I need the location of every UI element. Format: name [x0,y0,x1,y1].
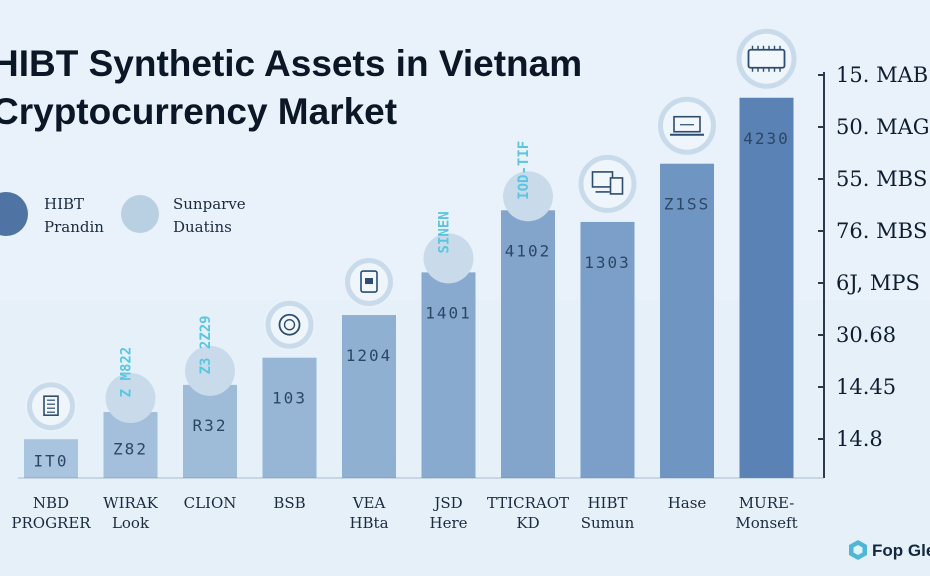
y-tick-label: 14.8 [836,427,883,451]
legend: HIBT Prandin Sunparve Duatins [0,192,246,236]
bar-label: 1204 [346,346,393,365]
category-label-line-2: PROGRER [11,514,91,532]
bar-group: Z1SS [656,94,718,478]
legend-label-hibt-line-1: HIBT [44,195,84,213]
y-tick-label: 76. MBS [836,219,927,243]
bar-group: Z M822 Z82 [103,347,158,478]
bar-label: Z1SS [664,195,711,214]
coin-icon [278,313,301,336]
chip-icon [747,45,786,72]
bar [262,357,317,478]
category-label-line-2: Monseft [735,514,797,532]
bar-group: Z3 2Z29 R32 [183,315,237,478]
bar-label: 4102 [505,241,552,260]
bar-label: Z82 [113,439,148,458]
y-axis-ticks: 15. MABS 50. MAGS 55. MBS 76. MBS 6J, MPS 30.… [818,63,930,451]
bar [580,221,635,479]
y-tick-label: 55. MBS [836,167,927,191]
label-bubble [185,345,235,396]
bar-group: 4230 [734,26,799,478]
category-label-line-1: Hase [668,494,707,512]
brand-logo: Fop Gle [849,540,930,560]
category-label-line-1: HIBT [587,494,627,512]
category-label-line-2: HBta [349,514,388,532]
bar-label: 1401 [425,303,472,322]
y-axis: 15. MABS 50. MAGS 55. MBS 76. MBS 6J, MPS 30.… [818,63,930,478]
bar-label: 4230 [743,129,790,148]
document-icon [43,395,59,417]
y-tick-label: 6J, MPS [836,271,920,295]
bar-group: 1204 [342,256,396,478]
bar-label: 1303 [584,253,631,272]
y-tick-label: 50. MAGS [836,115,930,139]
label-bubble [503,171,553,222]
bar [24,439,78,478]
legend-label-hibt-line-2: Prandin [44,218,104,236]
label-bubble [105,373,156,424]
bar-badge: Z M822 [119,347,135,398]
category-label-line-1: TTICRAOT [487,494,569,512]
bar [501,210,555,478]
bar [342,315,396,478]
category-label-line-1: WIRAK [103,494,158,512]
brand-mark-icon [849,540,867,560]
bar-group: 103 [262,298,317,478]
label-bubble [423,233,474,284]
y-tick-label: 14.45 [836,375,896,399]
legend-swatch-sunparve [121,195,159,233]
laptop-icon [670,115,704,136]
bar-group: IT0 [24,380,78,478]
category-label-line-1: VEA [352,494,386,512]
bar-group: 1303 [576,152,639,479]
category-label-line-1: NBD [33,494,69,512]
bar [660,163,714,478]
bar [739,97,794,478]
y-tick-label: 15. MABS [836,63,930,87]
bar-label: IT0 [34,452,69,471]
chart-title-line-2: Cryptocurrency Market [0,91,397,132]
legend-label-sunparve-line-1: Sunparve [173,195,246,213]
bar-badge: IOD-TIF [516,141,532,200]
phone-icon [360,270,378,293]
category-label-line-1: CLION [184,494,237,512]
screens-icon [591,171,624,195]
category-label-line-2: KD [516,514,539,532]
bar [421,272,476,478]
bar-label: R32 [193,416,228,435]
bars: IT0 Z M822 Z82 Z3 2Z29 R32 103 1204 SINEN 1401 IO… [24,26,799,479]
bar [183,384,237,478]
bar-badge: Z3 2Z29 [198,315,214,374]
category-label-line-1: MURE- [739,494,795,512]
category-label-line-1: BSB [273,494,305,512]
category-label-line-2: Sumun [581,514,635,532]
bar-label: 103 [272,389,307,408]
category-label-line-2: Here [429,514,467,532]
brand-text: Fop Gle [872,541,930,560]
y-tick-label: 30.68 [836,323,896,347]
bar-badge: SINEN [437,211,453,253]
chart-title-line-1: HIBT Synthetic Assets in Vietnam [0,43,582,84]
category-label-line-2: Look [112,514,150,532]
bar-group: IOD-TIF 4102 [501,141,555,478]
legend-label-sunparve-line-2: Duatins [173,218,232,236]
bar-group: SINEN 1401 [421,211,476,478]
x-axis-categories: NBD PROGRER WIRAK Look CLION BSB VEA HBta JSD Her… [11,494,797,532]
category-label-line-1: JSD [432,494,462,512]
legend-swatch-hibt [0,192,28,236]
